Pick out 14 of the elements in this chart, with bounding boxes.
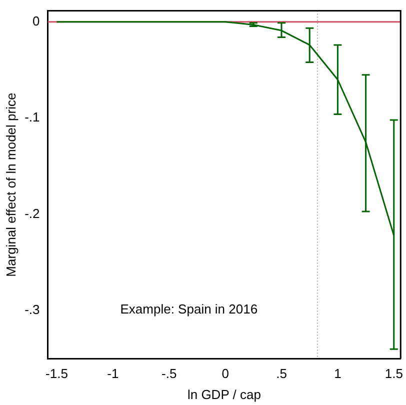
x-tick-label: -1 [107, 366, 119, 382]
y-tick-label: -.1 [24, 110, 40, 125]
x-tick-label: -1.5 [46, 366, 68, 382]
x-tick-label: 0 [222, 366, 229, 382]
y-axis-title: Marginal effect of ln model price [3, 92, 18, 277]
y-tick-label: -.3 [24, 302, 40, 318]
x-tick-label: -.5 [162, 366, 177, 382]
x-tick-label: 1.5 [384, 366, 403, 382]
x-tick-label: 1 [334, 366, 342, 382]
y-tick-label: -.2 [24, 206, 40, 221]
y-tick-label: 0 [32, 13, 40, 28]
annotation: Example: Spain in 2016 [120, 302, 258, 317]
x-axis-title: ln GDP / cap [187, 386, 261, 402]
x-tick-label: .5 [276, 366, 287, 382]
